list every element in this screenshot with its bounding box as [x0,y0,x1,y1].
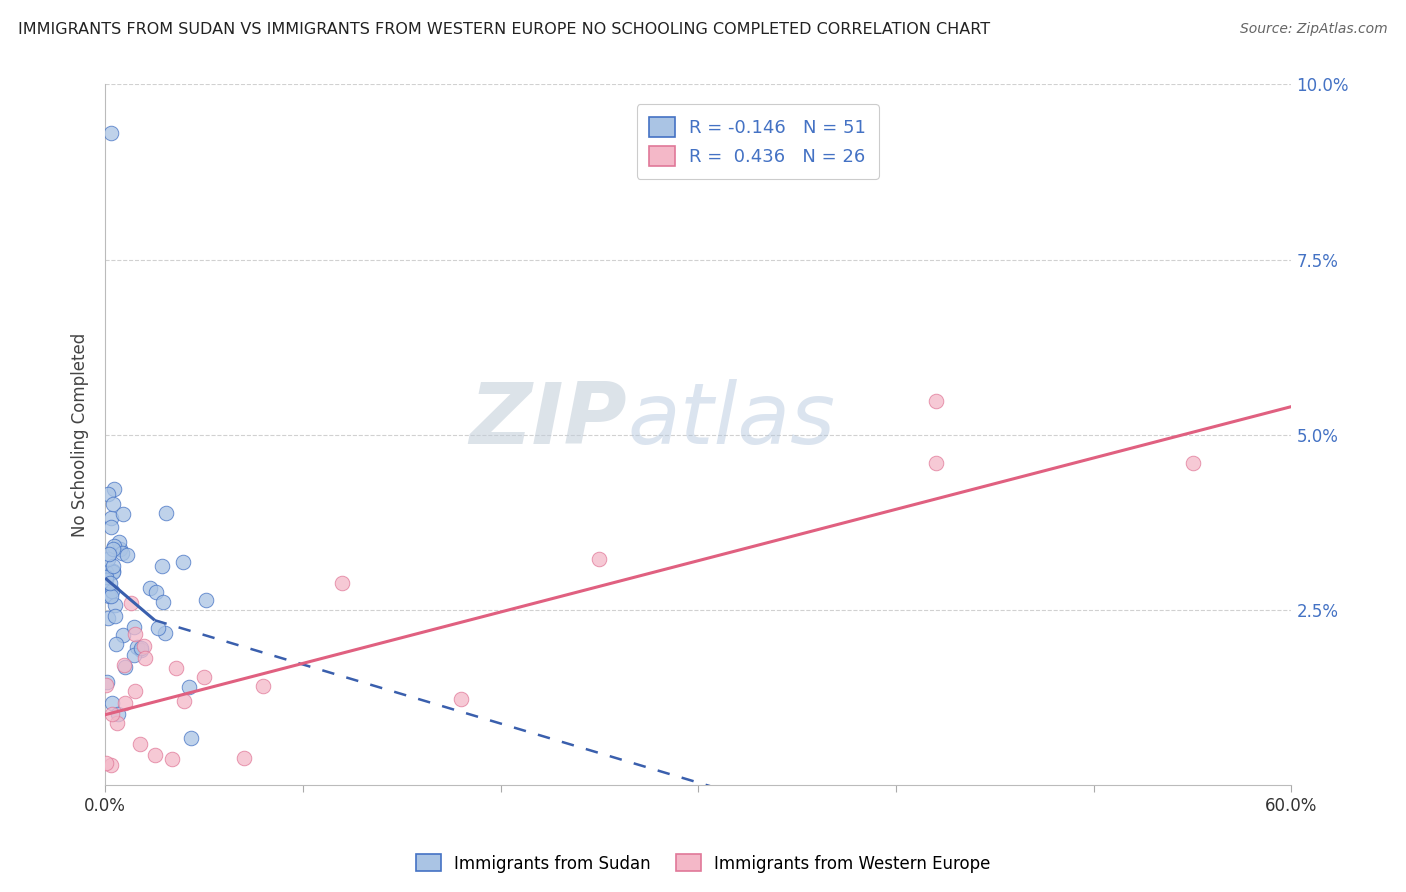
Point [177,680,200,694]
Point [97,487,120,501]
Point [124,684,146,698]
Point [132,639,155,653]
Point [94,573,117,587]
Point [129,640,152,655]
Point [101,496,124,510]
Point [150,558,173,573]
Point [139,581,162,595]
Point [97,551,120,566]
Point [232,751,254,765]
Point [105,637,128,651]
Point [193,670,215,684]
Point [101,696,124,710]
Point [104,609,127,624]
Point [172,555,194,569]
Point [124,627,146,641]
Point [107,535,129,549]
Point [103,539,125,553]
Point [145,585,167,599]
Point [98,575,121,590]
Point [143,747,166,762]
Point [94,565,117,579]
Point [103,559,125,574]
Point [134,650,156,665]
Point [96,756,118,770]
Point [165,661,187,675]
Point [111,507,134,521]
Point [112,628,135,642]
Point [924,456,946,470]
Point [98,589,121,603]
Point [155,506,177,520]
Point [100,589,122,603]
Point [194,593,217,607]
Legend: R = -0.146   N = 51, R =  0.436   N = 26: R = -0.146 N = 51, R = 0.436 N = 26 [637,104,879,179]
Text: Source: ZipAtlas.com: Source: ZipAtlas.com [1240,22,1388,37]
Point [100,510,122,524]
Text: atlas: atlas [627,379,835,462]
Point [146,621,169,635]
Point [101,707,124,722]
Point [120,596,142,610]
Point [122,648,145,662]
Text: IMMIGRANTS FROM SUDAN VS IMMIGRANTS FROM WESTERN EUROPE NO SCHOOLING COMPLETED C: IMMIGRANTS FROM SUDAN VS IMMIGRANTS FROM… [18,22,990,37]
Point [97,586,120,600]
Point [103,565,125,579]
Point [101,584,124,599]
Point [332,576,354,591]
Point [112,658,135,673]
Text: ZIP: ZIP [470,379,627,462]
Point [100,127,122,141]
Point [125,640,148,654]
Point [100,519,122,533]
Point [111,546,134,560]
Point [104,598,127,612]
Point [160,752,183,766]
Point [98,548,121,562]
Point [110,542,132,557]
Point [114,659,136,673]
Legend: Immigrants from Sudan, Immigrants from Western Europe: Immigrants from Sudan, Immigrants from W… [409,847,997,880]
Point [252,679,274,693]
Point [173,694,195,708]
Point [588,552,610,566]
Point [103,564,125,578]
Point [1181,456,1204,470]
Point [100,757,122,772]
Point [180,731,202,745]
Point [129,643,152,657]
Point [94,570,117,584]
Point [107,706,129,721]
Point [924,394,946,409]
Point [152,595,174,609]
Point [101,541,124,556]
Point [122,620,145,634]
Point [97,611,120,625]
Y-axis label: No Schooling Completed: No Schooling Completed [72,333,89,537]
Point [96,674,118,689]
Point [450,692,472,706]
Point [128,737,150,751]
Point [115,548,138,562]
Point [155,626,177,640]
Point [103,482,125,496]
Point [94,678,117,692]
Point [105,716,128,731]
Point [114,696,136,710]
